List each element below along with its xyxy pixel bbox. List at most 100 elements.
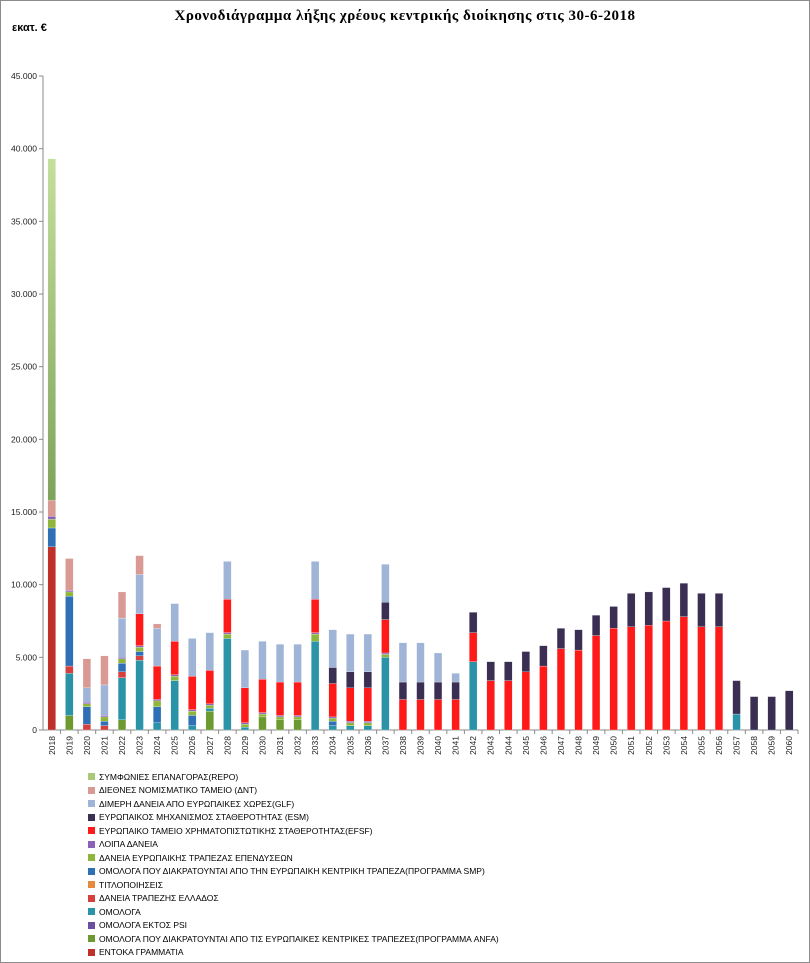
bar-segment-esm-2053 (662, 587, 671, 622)
bar-segment-omologa-2057 (732, 713, 741, 731)
legend-label: ΤΙΤΛΟΠΟΙΗΣΕΙΣ (99, 879, 164, 890)
legend-item-glf: ΔΙΜΕΡΗ ΔΑΝΕΙΑ ΑΠΟ ΕΥΡΩΠΑΙΚΕΣ ΧΩΡΕΣ(GLF) (88, 797, 499, 811)
x-tick-label: 2048 (574, 736, 584, 755)
bar-segment-eib-2020 (82, 703, 91, 707)
bar-segment-esm-2047 (556, 628, 565, 649)
bar-segment-esm-2035 (346, 671, 355, 688)
bar-segment-dnt-2023 (135, 555, 144, 575)
x-tick-label: 2047 (556, 736, 566, 755)
bar-segment-efsf-2053 (662, 620, 671, 731)
y-tick-label: 40.000 (11, 144, 37, 154)
bar-segment-efsf-2038 (398, 699, 407, 731)
x-tick-label: 2045 (521, 736, 531, 755)
legend-label: ΔΙΕΘΝΕΣ ΝΟΜΙΣΜΑΤΙΚΟ ΤΑΜΕΙΟ (ΔΝΤ) (99, 785, 258, 796)
bar-segment-esm-2049 (592, 615, 601, 636)
bar-segment-eib-2030 (258, 713, 267, 718)
x-tick-label: 2041 (451, 736, 461, 755)
bar-segment-glf-2029 (240, 649, 249, 688)
bar-segment-smp-2021 (100, 721, 109, 726)
bar-segment-efsf-2034 (328, 683, 337, 718)
bar-segment-loipa-2025 (170, 674, 179, 677)
legend-item-entoka: ΕΝΤΟΚΑ ΓΡΑΜΜΑΤΙΑ (88, 946, 499, 960)
bar-segment-glf-2021 (100, 684, 109, 716)
bar-segment-esm-2046 (539, 645, 548, 667)
bar-segment-loipa-2018 (47, 516, 56, 520)
legend-item-repo: ΣΥΜΦΩΝΙΕΣ ΕΠΑΝΑΓΟΡΑΣ(REPO) (88, 770, 499, 784)
bar-segment-esm-2052 (644, 591, 653, 626)
y-tick-label: 0 (32, 725, 37, 735)
bar-segment-efsf-2056 (714, 626, 724, 731)
x-tick-label: 2031 (275, 736, 285, 755)
x-tick-label: 2030 (257, 736, 267, 755)
bar-segment-loipa-2032 (293, 715, 302, 718)
legend-label: ΔΑΝΕΙΑ ΤΡΑΠΕΖΗΣ ΕΛΛΑΔΟΣ (99, 893, 219, 904)
bar-segment-dnt-2018 (47, 500, 56, 517)
bar-segment-eib-2023 (135, 647, 144, 652)
bar-segment-efsf-2035 (346, 687, 355, 722)
x-tick-label: 2020 (82, 736, 92, 755)
x-tick-label: 2053 (661, 736, 671, 755)
bar-segment-omologa-2034 (328, 725, 337, 731)
legend-label: ΕΥΡΩΠΑΙΚΟ ΤΑΜΕΙΟ ΧΡΗΜΑΤΟΠΙΣΤΩΤΙΚΗΣ ΣΤΑΘΕ… (99, 825, 373, 836)
bar-segment-glf-2033 (311, 561, 320, 600)
bar-segment-anfa-2030 (258, 716, 267, 731)
bar-segment-glf-2034 (328, 629, 337, 668)
bar-segment-eib-2033 (311, 633, 320, 642)
bar-segment-glf-2022 (117, 617, 127, 658)
bar-segment-eib-2022 (117, 658, 127, 664)
legend-swatch (88, 840, 95, 848)
legend-item-anfa: ΟΜΟΛΟΓΑ ΠΟΥ ΔΙΑΚΡΑΤΟΥΝΤΑΙ ΑΠΟ ΤΙΣ ΕΥΡΩΠΑ… (88, 932, 499, 946)
bar-segment-dnt-2020 (82, 658, 91, 688)
bar-segment-smp-2018 (47, 527, 56, 548)
bar-segment-loipa-2037 (381, 652, 390, 655)
bar-segment-efsf-2046 (539, 665, 548, 731)
bar-segment-smp-2024 (153, 706, 162, 723)
bar-segment-loipa-2023 (135, 645, 144, 648)
bar-segment-efsf-2041 (451, 699, 460, 731)
bar-segment-efsf-2043 (486, 680, 495, 731)
bar-segment-eib-2028 (223, 633, 232, 639)
bar-segment-efsf-2027 (205, 670, 214, 704)
legend-label: ΟΜΟΛΟΓΑ (99, 906, 141, 917)
x-tick-label: 2050 (609, 736, 619, 755)
bar-segment-efsf-2029 (240, 687, 249, 723)
bar-segment-esm-2041 (451, 681, 460, 700)
bar-segment-esm-2037 (381, 601, 390, 620)
x-tick-label: 2040 (433, 736, 443, 755)
bar-segment-glf-2031 (276, 644, 285, 683)
legend-label: ΔΑΝΕΙΑ ΕΥΡΩΠΑΙΚΗΣ ΤΡΑΠΕΖΑΣ ΕΠΕΝΔΥΣΕΩΝ (99, 852, 293, 863)
x-tick-label: 2025 (170, 736, 180, 755)
legend-item-titlop: ΤΙΤΛΟΠΟΙΗΣΕΙΣ (88, 878, 499, 892)
bar-segment-smp-2026 (188, 715, 197, 726)
bar-segment-glf-2032 (293, 644, 302, 683)
legend: ΣΥΜΦΩΝΙΕΣ ΕΠΑΝΑΓΟΡΑΣ(REPO) ΔΙΕΘΝΕΣ ΝΟΜΙΣΜ… (88, 770, 499, 959)
bar-segment-loipa-2028 (223, 632, 232, 635)
bar-segment-efsf-2040 (434, 699, 443, 731)
legend-swatch (88, 786, 95, 794)
bar-segment-omologa-2029 (240, 726, 249, 731)
x-tick-label: 2034 (328, 736, 338, 755)
bar-segment-eib-2032 (293, 716, 302, 720)
x-tick-label: 2044 (503, 736, 513, 755)
x-tick-label: 2049 (591, 736, 601, 755)
legend-label: ΕΥΡΩΠΑΙΚΟΣ ΜΗΧΑΝΙΣΜΟΣ ΣΤΑΘΕΡΟΤΗΤΑΣ (ESM) (99, 812, 309, 823)
x-tick-label: 2022 (117, 736, 127, 755)
bar-segment-loipa-2027 (205, 703, 214, 706)
bar-segment-esm-2056 (714, 593, 724, 627)
bar-segment-efsf-2037 (381, 619, 390, 654)
y-tick-label: 30.000 (11, 289, 37, 299)
x-tick-label: 2036 (363, 736, 373, 755)
x-tick-label: 2029 (240, 736, 250, 755)
bar-segment-efsf-2028 (223, 599, 232, 633)
legend-swatch (88, 773, 95, 781)
legend-item-trapeza_ell: ΔΑΝΕΙΑ ΤΡΑΠΕΖΗΣ ΕΛΛΑΔΟΣ (88, 892, 499, 906)
bar-segment-loipa-2022 (117, 657, 127, 659)
bar-segment-esm-2038 (398, 681, 407, 700)
bar-segment-smp-2020 (82, 706, 91, 725)
bar-segment-dnt-2019 (65, 558, 74, 591)
bar-segment-efsf-2051 (627, 626, 636, 731)
bar-segment-esm-2054 (679, 583, 688, 617)
legend-label: ΟΜΟΛΟΓΑ ΕΚΤΟΣ PSI (99, 920, 188, 931)
bar-segment-esm-2057 (732, 680, 741, 715)
bar-segment-esm-2044 (504, 661, 513, 681)
